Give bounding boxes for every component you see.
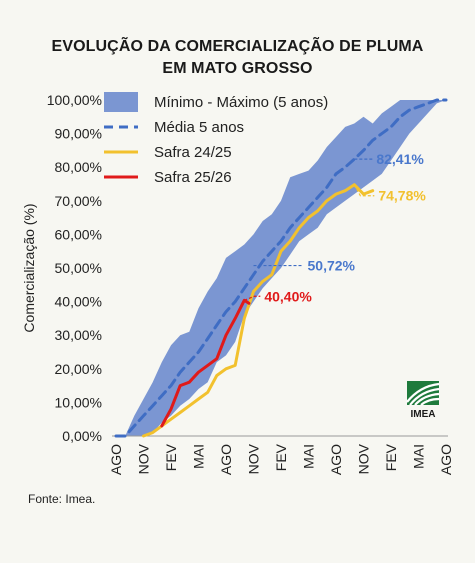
legend-label: Safra 24/25 — [154, 144, 232, 161]
y-tick-label: 0,00% — [62, 428, 102, 444]
annotation-safra-24-25: 74,78% — [378, 188, 426, 204]
y-axis-title: Comercialização (%) — [21, 203, 37, 332]
y-tick-label: 20,00% — [55, 361, 102, 377]
y-tick-label: 40,00% — [55, 294, 102, 310]
annotation-safra-25-26: 40,40% — [264, 288, 312, 304]
y-tick-label: 100,00% — [47, 92, 102, 108]
x-tick-label: NOV — [246, 443, 262, 474]
chart-title: EVOLUÇÃO DA COMERCIALIZAÇÃO DE PLUMA EM … — [0, 36, 475, 80]
x-tick-label: AGO — [218, 444, 234, 475]
x-tick-label: AGO — [438, 444, 454, 475]
series-media-5-anos — [114, 98, 448, 438]
title-line-1: EVOLUÇÃO DA COMERCIALIZAÇÃO DE PLUMA — [51, 38, 424, 55]
annotation-leader — [244, 295, 261, 301]
x-tick-label: MAI — [191, 444, 207, 469]
legend-swatch-band — [104, 92, 138, 112]
x-tick-label: AGO — [328, 444, 344, 475]
source-note: Fonte: Imea. — [28, 492, 96, 506]
annotation-media-final: 82,41% — [376, 151, 424, 167]
title-line-2: EM MATO GROSSO — [162, 60, 313, 77]
logo-text: IMEA — [411, 409, 436, 420]
annotation-leader — [353, 184, 375, 197]
legend-label: Média 5 anos — [154, 119, 244, 136]
x-tick-label: NOV — [356, 443, 372, 474]
x-tick-label: FEV — [383, 443, 399, 471]
legend-label: Mínimo - Máximo (5 anos) — [154, 94, 328, 111]
y-tick-label: 70,00% — [55, 193, 102, 209]
annotation-media-current: 50,72% — [308, 258, 356, 274]
series-safra-24-25 — [142, 183, 375, 438]
x-tick-label: AGO — [108, 444, 124, 475]
x-tick-label: FEV — [273, 443, 289, 471]
y-tick-label: 10,00% — [55, 394, 102, 410]
y-tick-label: 60,00% — [55, 226, 102, 242]
imea-logo: IMEA — [406, 380, 440, 420]
imea-logo-icon: IMEA — [406, 381, 440, 420]
series-safra-25-26 — [160, 298, 251, 428]
x-tick-label: NOV — [136, 443, 152, 474]
x-tick-label: MAI — [411, 444, 427, 469]
y-tick-label: 90,00% — [55, 126, 102, 142]
y-tick-label: 80,00% — [55, 159, 102, 175]
x-tick-label: MAI — [301, 444, 317, 469]
y-tick-label: 30,00% — [55, 327, 102, 343]
legend-label: Safra 25/26 — [154, 169, 232, 186]
y-tick-label: 50,00% — [55, 260, 102, 276]
x-tick-label: FEV — [163, 443, 179, 471]
